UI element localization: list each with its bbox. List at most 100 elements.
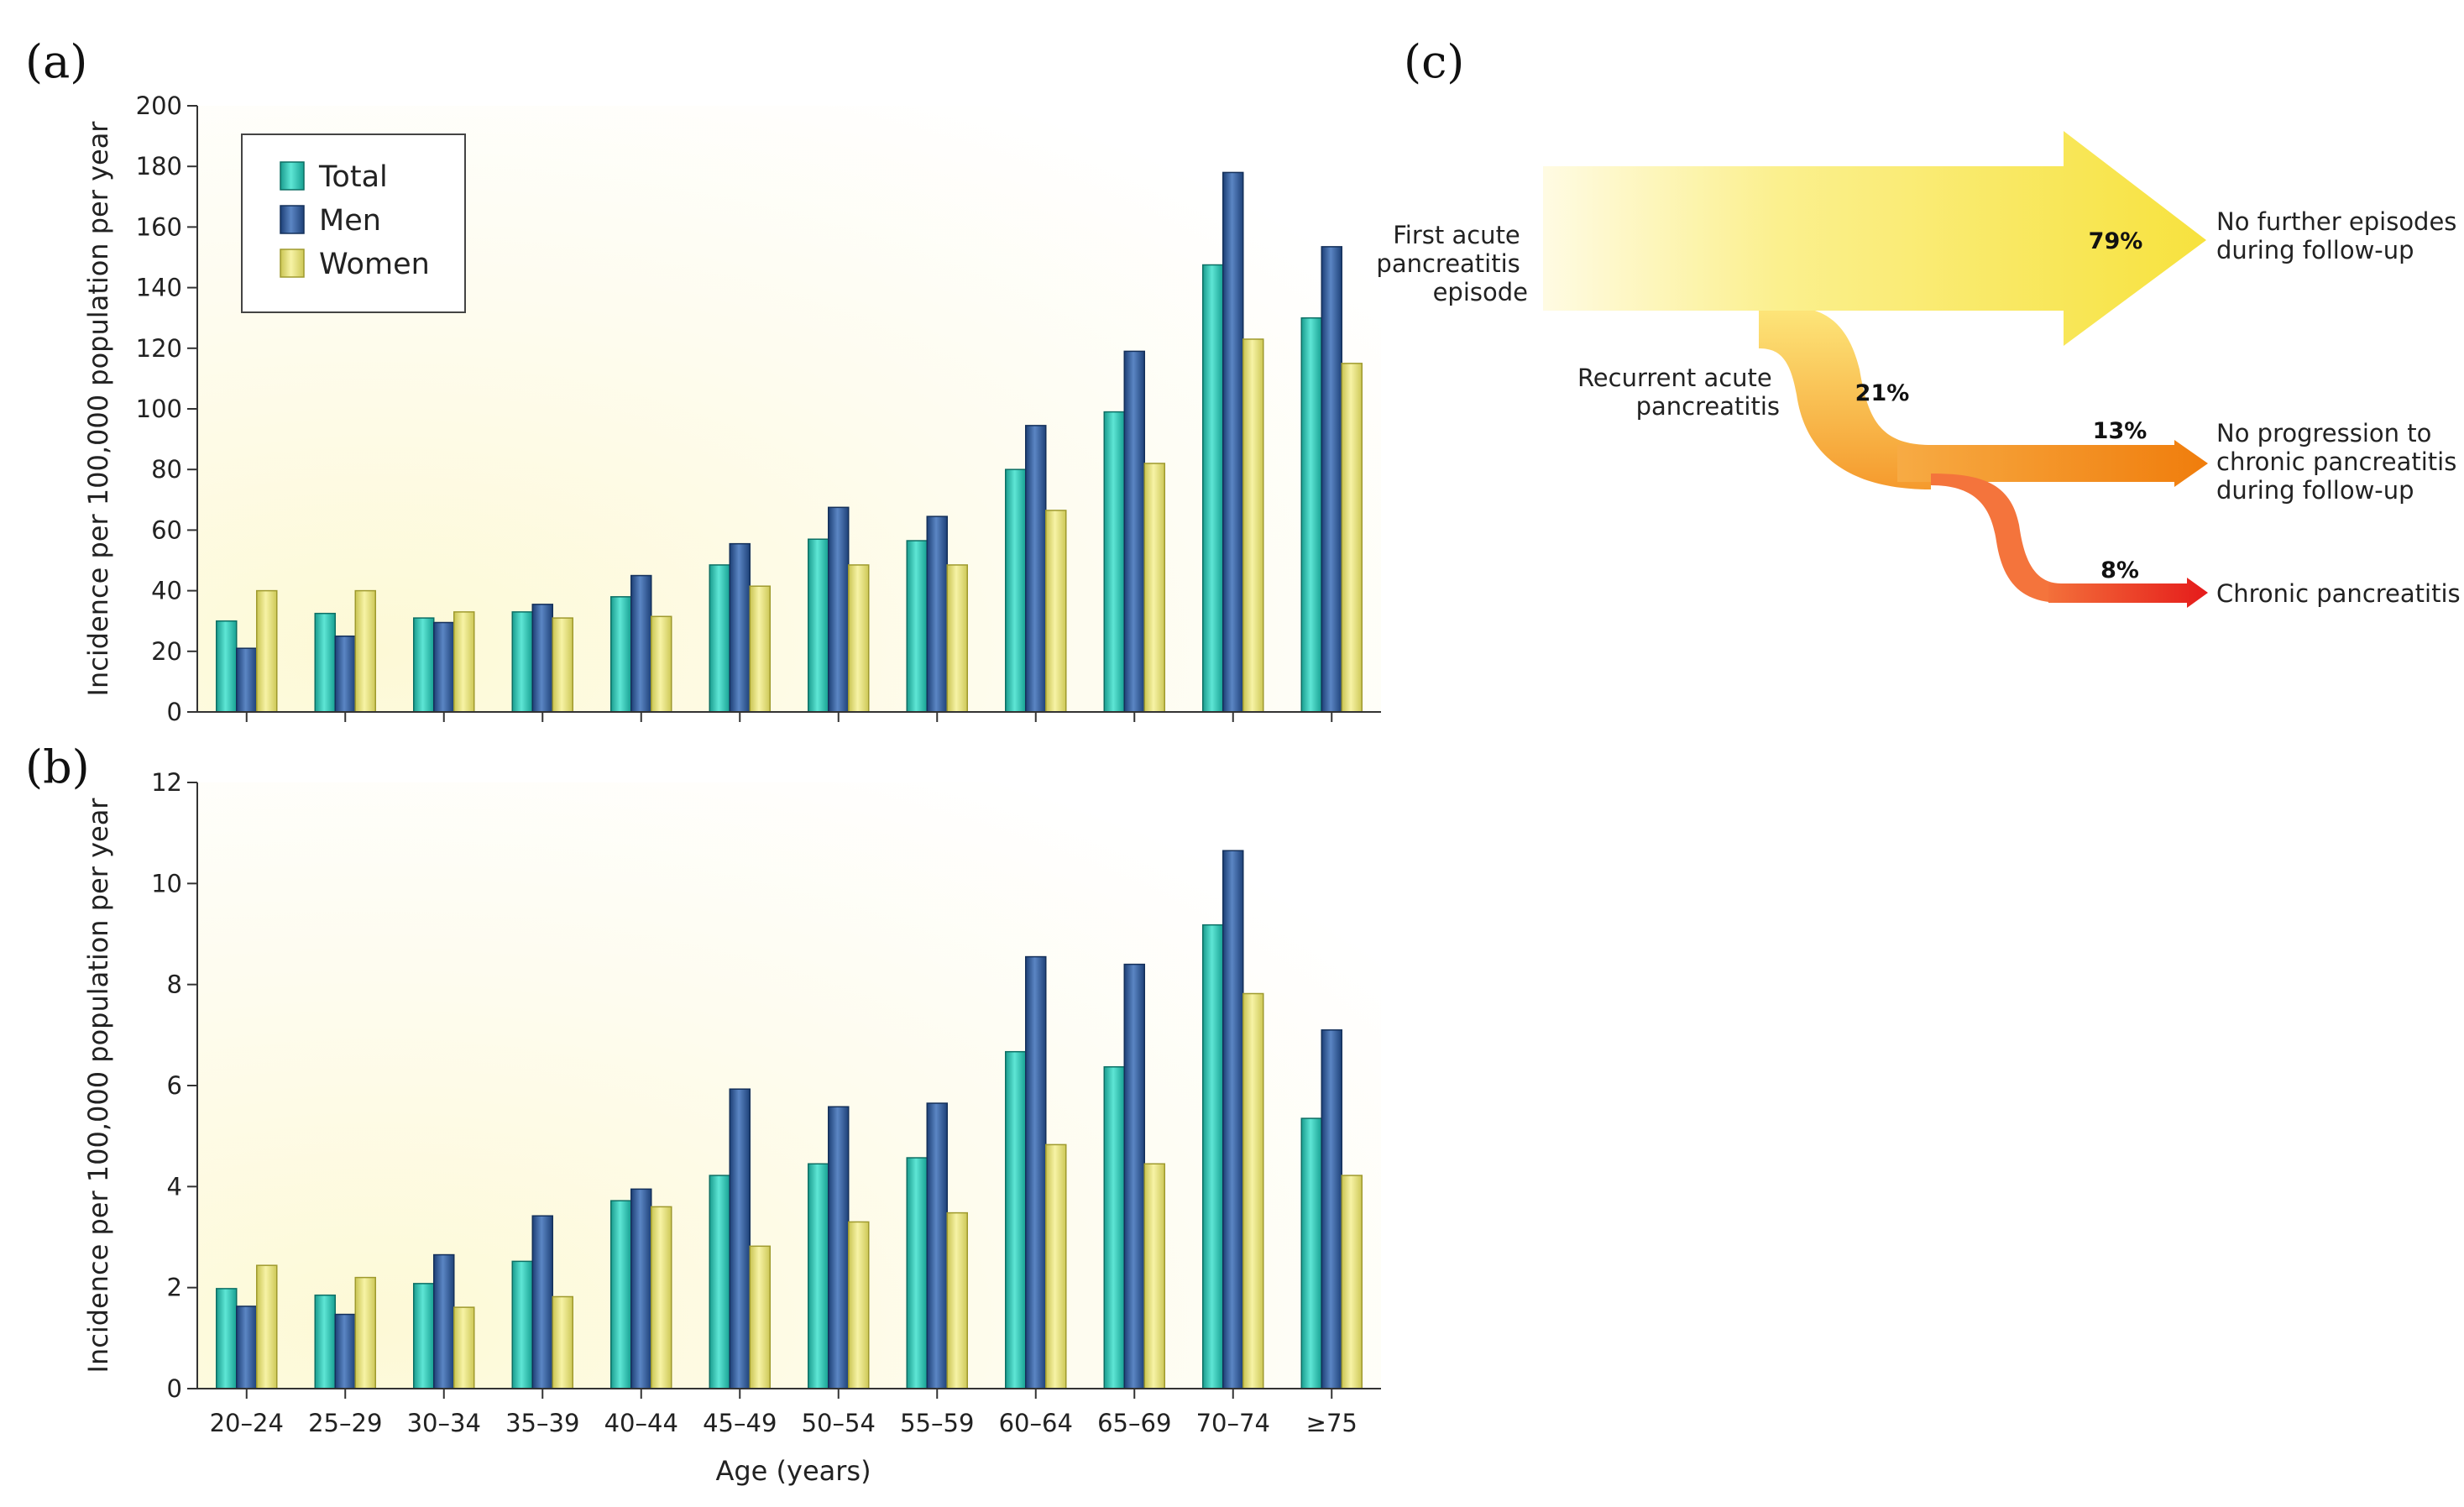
chart-b-plot-area	[197, 782, 1381, 1389]
bar-women-0	[256, 1264, 278, 1389]
chart-b-ytick-label: 4	[167, 1172, 182, 1201]
legend-swatch-total	[280, 161, 305, 191]
flow-percent-21: 21%	[1855, 380, 1910, 406]
flow-percent-79: 79%	[2089, 228, 2143, 254]
bar-men-6	[828, 506, 850, 713]
bar-men-2	[433, 621, 455, 713]
chart-b-ytick-label: 0	[167, 1374, 182, 1403]
bar-total-2	[413, 617, 435, 713]
legend-label-women: Women	[319, 248, 430, 281]
panel-label-a: (a)	[25, 35, 87, 88]
flow-outcome-8: Chronic pancreatitis	[2216, 579, 2461, 608]
bar-women-4	[651, 615, 672, 713]
chart-a-ytick-label: 60	[151, 515, 182, 544]
bar-total-9	[1103, 411, 1125, 713]
bar-women-7	[946, 564, 968, 713]
bar-total-2	[413, 1283, 435, 1389]
chart-a-ytick-label: 20	[151, 637, 182, 666]
chart-a-ytick-label: 120	[136, 334, 182, 363]
flow-outcome-79-line-1: No further episodes	[2216, 207, 2456, 236]
x-tick-label: ≥75	[1306, 1409, 1358, 1437]
bar-women-7	[946, 1211, 968, 1389]
bar-men-2	[433, 1253, 455, 1389]
flow-percent-13: 13%	[2093, 418, 2147, 444]
bar-women-4	[651, 1206, 672, 1389]
chart-b-ytick-label: 6	[167, 1071, 182, 1100]
flow-recurrent-line-1: Recurrent acute	[1577, 364, 1772, 392]
bar-men-0	[236, 647, 258, 713]
bar-women-10	[1242, 338, 1264, 713]
bar-total-1	[314, 612, 336, 713]
bar-total-3	[511, 1260, 533, 1389]
bar-women-2	[453, 611, 475, 713]
chart-a-ytick-label: 160	[136, 212, 182, 241]
bar-women-1	[354, 589, 376, 713]
x-tick-label: 60–64	[999, 1409, 1073, 1437]
bar-men-6	[828, 1106, 850, 1389]
x-tick-label: 55–59	[900, 1409, 974, 1437]
bar-men-4	[630, 574, 652, 713]
flow-percent-8: 8%	[2100, 557, 2139, 583]
bar-women-2	[453, 1306, 475, 1389]
bar-total-7	[906, 540, 928, 713]
bar-men-3	[531, 1215, 553, 1389]
bar-men-8	[1025, 955, 1047, 1389]
bar-total-3	[511, 611, 533, 713]
x-tick-label: 25–29	[308, 1409, 382, 1437]
bar-total-10	[1202, 924, 1224, 1389]
legend-label-total: Total	[318, 160, 388, 194]
chart-b-ytick-label: 12	[151, 768, 182, 797]
x-tick-label: 35–39	[505, 1409, 579, 1437]
chart-b-ytick-label: 8	[167, 971, 182, 999]
bar-women-5	[749, 585, 771, 713]
bar-women-3	[552, 617, 573, 713]
chart-a-ytick-label: 200	[136, 92, 182, 120]
bar-men-3	[531, 604, 553, 713]
bar-men-0	[236, 1306, 258, 1389]
bar-men-11	[1321, 1029, 1342, 1389]
bar-total-5	[709, 564, 730, 713]
bar-women-6	[848, 564, 870, 713]
bar-men-10	[1222, 850, 1244, 1389]
flow-outcome-79-line-2: during follow-up	[2216, 236, 2414, 264]
bar-men-5	[729, 1088, 751, 1389]
legend-label-men: Men	[319, 204, 381, 238]
chart-a-ytick-label: 0	[167, 698, 182, 726]
flow-outcome-79: No further episodes during follow-up	[2216, 207, 2464, 264]
bar-total-6	[808, 538, 829, 713]
bar-women-11	[1341, 363, 1363, 713]
x-tick-label: 30–34	[407, 1409, 481, 1437]
bar-total-10	[1202, 264, 1224, 713]
legend-swatch-women	[280, 249, 305, 278]
bar-total-1	[314, 1294, 336, 1389]
flow-label-first-acute: First acute pancreatitis episode	[1376, 221, 1528, 306]
flow-start-line-1: First acute	[1393, 221, 1520, 249]
bar-total-0	[216, 1288, 238, 1389]
panel-label-c: (c)	[1404, 35, 1464, 88]
chart-a-ytick-label: 40	[151, 577, 182, 605]
bar-men-1	[334, 636, 356, 713]
bar-total-7	[906, 1157, 928, 1389]
x-tick-label: 20–24	[210, 1409, 284, 1437]
bar-women-1	[354, 1276, 376, 1389]
flow-recurrent-line-2: pancreatitis	[1636, 392, 1780, 421]
flow-arrow-13	[1897, 440, 2208, 487]
bar-total-11	[1300, 317, 1322, 713]
x-tick-label: 70–74	[1196, 1409, 1270, 1437]
x-tick-label: 65–69	[1097, 1409, 1171, 1437]
chart-a: 0 20 40 60 80 100 120 140 160 180 200 Incidence pe…	[82, 92, 1381, 726]
bar-men-11	[1321, 246, 1342, 713]
bar-total-4	[610, 1200, 632, 1389]
flow-branch-chronic	[1931, 474, 2061, 603]
bar-women-8	[1045, 1143, 1067, 1389]
flow-branch-recurrent	[1759, 307, 1931, 489]
chart-a-ytick-label: 100	[136, 395, 182, 423]
bar-total-8	[1005, 468, 1027, 713]
bar-women-9	[1143, 463, 1165, 713]
chart-a-ytick-label: 180	[136, 152, 182, 181]
flow-outcome-13-line-2: chronic pancreatitis	[2216, 447, 2456, 476]
bar-women-8	[1045, 510, 1067, 713]
bar-total-4	[610, 596, 632, 713]
bar-men-9	[1123, 963, 1145, 1389]
